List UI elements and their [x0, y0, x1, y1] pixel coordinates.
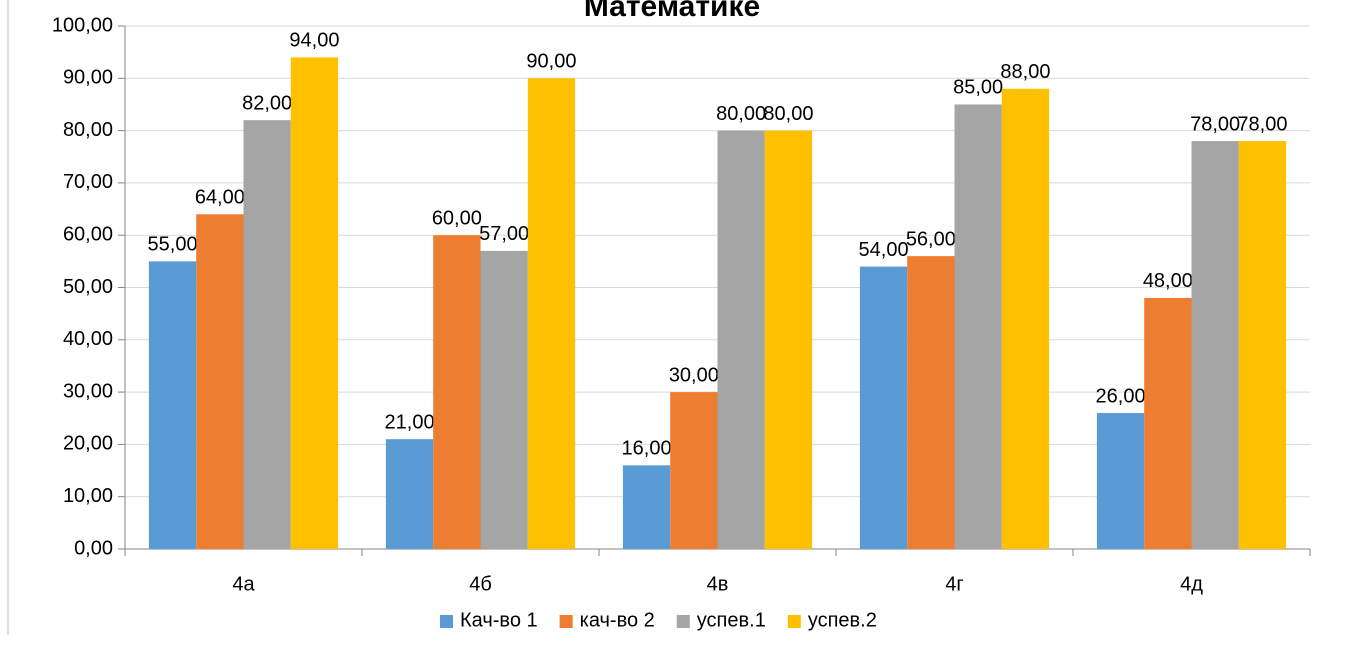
bar: [243, 120, 291, 549]
bar: [433, 235, 481, 549]
y-tick-label: 0,00: [74, 537, 113, 559]
data-label: 88,00: [1000, 61, 1050, 83]
bar: [907, 256, 955, 549]
legend-swatch: [676, 615, 690, 628]
y-tick-label: 90,00: [63, 67, 113, 89]
data-label: 56,00: [906, 228, 956, 250]
x-tick-label: 4д: [1180, 573, 1203, 595]
data-label: 55,00: [148, 234, 198, 256]
data-label: 78,00: [1237, 113, 1287, 135]
y-tick-label: 30,00: [63, 380, 113, 402]
y-tick-label: 50,00: [63, 276, 113, 298]
legend-swatch: [559, 615, 573, 628]
bar: [480, 250, 528, 549]
legend-label: успев.2: [808, 609, 877, 631]
x-tick-label: 4в: [707, 573, 729, 595]
y-tick-label: 60,00: [63, 223, 113, 245]
y-tick-label: 70,00: [63, 171, 113, 193]
bar: [1238, 141, 1287, 549]
data-label: 80,00: [763, 103, 813, 125]
data-label: 60,00: [432, 207, 482, 229]
y-tick-label: 100,00: [52, 14, 113, 36]
y-tick-label: 10,00: [63, 485, 113, 507]
bar: [527, 78, 576, 550]
legend-label: успев.1: [697, 609, 766, 631]
data-label: 94,00: [289, 30, 339, 52]
bar: [622, 465, 671, 549]
data-label: 48,00: [1143, 270, 1193, 292]
bar: [1191, 141, 1239, 549]
data-label: 21,00: [385, 411, 435, 433]
bar: [385, 439, 434, 549]
bar: [954, 104, 1002, 549]
chart-title: Математике: [584, 0, 760, 23]
y-tick-label: 80,00: [63, 119, 113, 141]
data-label: 90,00: [526, 51, 576, 73]
data-label: 26,00: [1096, 385, 1146, 407]
bar: [717, 130, 765, 549]
data-label: 82,00: [242, 92, 292, 114]
bar: [1096, 413, 1145, 549]
x-tick-label: 4б: [469, 573, 492, 595]
y-tick-label: 40,00: [63, 328, 113, 350]
data-label: 85,00: [953, 77, 1003, 99]
bar: [764, 130, 813, 549]
legend-swatch: [440, 615, 453, 628]
bar: [196, 214, 244, 549]
bar: [148, 261, 197, 549]
data-label: 80,00: [716, 103, 766, 125]
data-label: 78,00: [1190, 113, 1240, 135]
data-label: 16,00: [622, 438, 672, 460]
data-label: 30,00: [669, 364, 719, 386]
data-label: 54,00: [859, 239, 909, 261]
bar: [859, 266, 908, 549]
x-tick-label: 4г: [945, 573, 963, 595]
y-tick-label: 20,00: [63, 433, 113, 455]
data-label: 64,00: [195, 187, 245, 209]
bar: [1001, 88, 1050, 549]
bar: [1144, 297, 1192, 549]
legend-label: кач-во 2: [580, 609, 655, 631]
data-label: 57,00: [479, 223, 529, 245]
bar: [670, 392, 718, 549]
x-tick-label: 4а: [232, 573, 255, 595]
legend-swatch: [787, 615, 801, 628]
bar: [290, 57, 339, 549]
legend-label: Кач-во 1: [460, 609, 538, 631]
